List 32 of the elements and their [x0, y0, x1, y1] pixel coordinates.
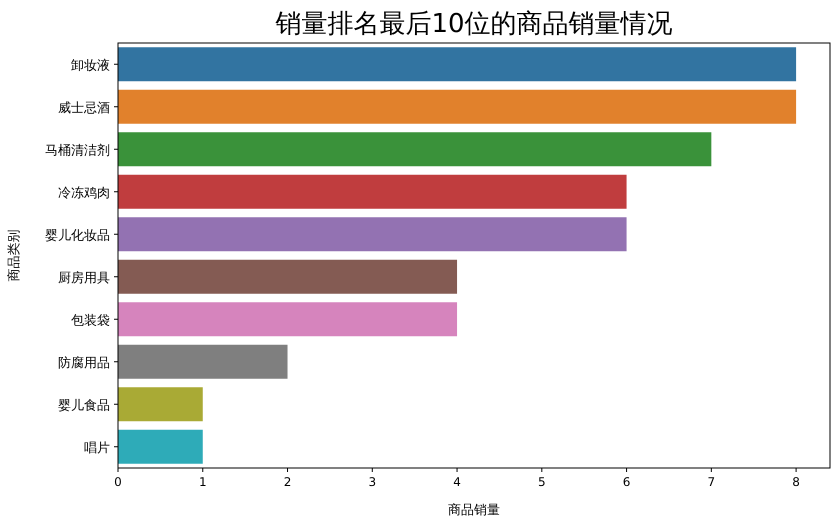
bar — [118, 302, 458, 336]
y-tick-label: 包装袋 — [71, 313, 110, 328]
y-tick-label: 唱片 — [84, 440, 110, 456]
bar — [118, 344, 288, 379]
x-tick-label: 5 — [538, 475, 546, 489]
x-tick-label: 0 — [114, 475, 122, 489]
chart-title: 销量排名最后10位的商品销量情况 — [274, 9, 673, 39]
x-tick-label: 6 — [622, 475, 630, 489]
bar — [118, 90, 796, 124]
y-tick-label: 马桶清洁剂 — [45, 142, 110, 158]
bar — [118, 132, 712, 166]
y-tick-label: 婴儿食品 — [58, 398, 110, 414]
x-tick-label: 8 — [792, 475, 800, 489]
x-tick-label: 7 — [708, 475, 716, 489]
y-tick-label: 婴儿化妆品 — [45, 228, 110, 244]
x-tick-label: 3 — [368, 475, 376, 489]
x-tick-label: 2 — [284, 475, 292, 489]
bar — [118, 47, 796, 82]
y-tick-label: 威士忌酒 — [58, 100, 110, 116]
y-tick-label: 厨房用具 — [58, 270, 110, 286]
y-axis-title: 商品类别 — [7, 230, 22, 282]
bar — [118, 430, 203, 464]
bar — [118, 174, 627, 209]
x-tick-label: 4 — [453, 475, 461, 489]
y-tick-label: 防腐用品 — [58, 356, 110, 371]
bar — [118, 217, 627, 252]
y-tick-label: 冷冻鸡肉 — [58, 186, 110, 201]
x-tick-label: 1 — [198, 475, 207, 489]
y-tick-label: 卸妆液 — [71, 58, 110, 74]
bar — [118, 260, 458, 294]
x-axis-title: 商品销量 — [448, 503, 500, 518]
bar — [118, 387, 203, 422]
